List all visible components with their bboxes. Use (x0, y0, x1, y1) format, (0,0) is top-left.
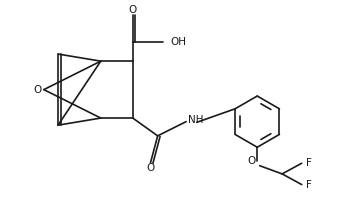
Text: NH: NH (188, 115, 203, 125)
Text: OH: OH (171, 37, 187, 47)
Text: O: O (146, 163, 155, 173)
Text: O: O (33, 85, 42, 95)
Text: O: O (247, 156, 255, 166)
Text: F: F (306, 158, 312, 168)
Text: O: O (129, 5, 137, 15)
Text: F: F (306, 180, 312, 190)
